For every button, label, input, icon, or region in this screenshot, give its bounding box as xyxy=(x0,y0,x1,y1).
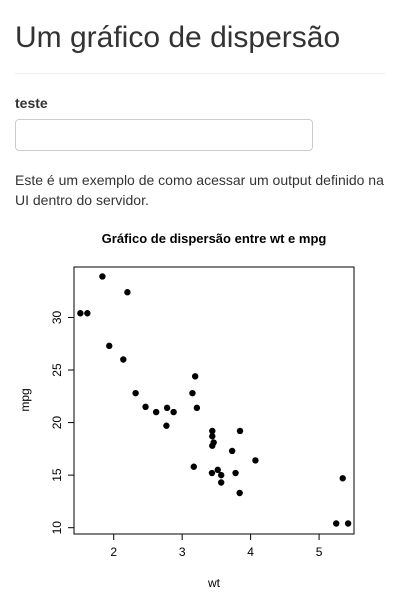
data-point xyxy=(193,404,201,412)
x-axis-label: wt xyxy=(207,576,221,590)
data-point xyxy=(209,433,216,440)
data-point xyxy=(217,479,225,486)
x-tick-label: 4 xyxy=(247,545,254,559)
input-label: teste xyxy=(15,95,48,111)
data-point xyxy=(152,408,160,416)
y-tick-label: 15 xyxy=(50,468,64,482)
data-point xyxy=(228,447,236,455)
scatter-plot: Gráfico de dispersão entre wt e mpg 2 3 4 5… xyxy=(18,231,355,590)
data-point xyxy=(99,273,106,280)
data-point xyxy=(191,373,199,380)
data-point xyxy=(252,457,259,464)
data-point xyxy=(236,489,243,497)
data-point xyxy=(236,427,244,435)
data-point xyxy=(170,408,177,416)
data-point xyxy=(214,466,221,474)
data-point xyxy=(77,310,84,317)
x-tick-label: 2 xyxy=(110,545,117,559)
title-divider xyxy=(15,73,385,74)
x-tick-label: 5 xyxy=(316,545,323,559)
page-title: Um gráfico de dispersão xyxy=(15,21,341,54)
data-point xyxy=(132,389,139,397)
y-axis: 10 15 20 25 30 xyxy=(50,310,75,535)
data-point xyxy=(190,463,198,470)
data-point xyxy=(232,469,239,477)
data-point xyxy=(333,520,340,527)
data-point xyxy=(163,422,170,429)
chart-title: Gráfico de dispersão entre wt e mpg xyxy=(102,231,327,246)
data-point xyxy=(163,404,171,412)
teste-input[interactable] xyxy=(15,119,313,151)
data-point xyxy=(339,475,346,482)
data-point xyxy=(209,427,216,435)
y-tick-label: 10 xyxy=(50,521,64,535)
x-axis: 2 3 4 5 xyxy=(110,533,323,559)
y-tick-label: 30 xyxy=(50,310,64,324)
y-tick-label: 25 xyxy=(50,363,64,377)
plot-frame xyxy=(73,266,355,535)
y-axis-label: mpg xyxy=(18,388,32,411)
data-point xyxy=(142,403,149,411)
data-point xyxy=(124,289,131,296)
data-point xyxy=(208,469,216,477)
data-point xyxy=(344,520,352,527)
data-point xyxy=(209,442,216,449)
x-tick-label: 3 xyxy=(179,545,186,559)
data-point xyxy=(189,389,196,397)
data-point xyxy=(217,471,225,479)
data-points xyxy=(77,273,352,527)
description-text: Este é um exemplo de como acessar um out… xyxy=(15,172,384,208)
y-tick-label: 20 xyxy=(50,416,64,430)
data-point xyxy=(84,310,91,317)
data-point xyxy=(106,342,113,350)
data-point xyxy=(120,356,127,363)
